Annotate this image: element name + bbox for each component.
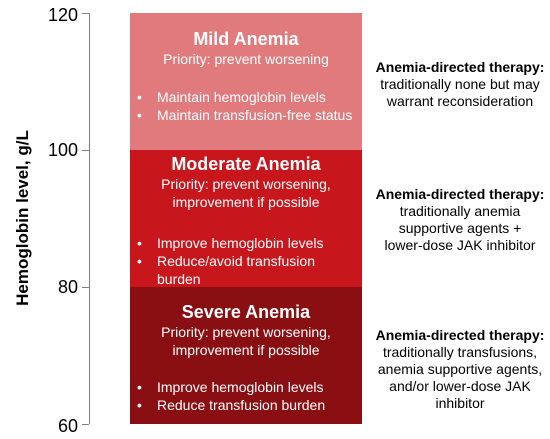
bullet-list: Improve hemoglobin levels Reduce/avoid t… [130, 234, 362, 288]
bullet-item: Maintain transfusion-free status [130, 106, 362, 124]
band-severe-anemia: Severe Anemia Priority: prevent worsenin… [130, 287, 362, 424]
y-axis-line [89, 13, 90, 424]
band-title: Severe Anemia [181, 302, 311, 322]
band-priority: Priority: prevent worsening, improvement… [161, 176, 331, 210]
tick-mark-60 [82, 424, 89, 425]
bullet-item: Maintain hemoglobin levels [130, 88, 362, 106]
tick-label-120: 120 [47, 5, 78, 25]
therapy-title: Anemia-directed therapy: [375, 327, 545, 343]
band-priority: Priority: prevent worsening [163, 51, 329, 67]
bullet-item: Improve hemoglobin levels [130, 234, 362, 252]
therapy-note-severe: Anemia-directed therapy: traditionally t… [370, 327, 550, 412]
tick-label-60: 60 [57, 416, 78, 436]
therapy-body: traditionally none but may warrant recon… [380, 76, 540, 109]
tick-mark-100 [82, 150, 89, 151]
bullet-list: Improve hemoglobin levels Reduce transfu… [130, 378, 362, 414]
therapy-note-mild: Anemia-directed therapy: traditionally n… [370, 59, 550, 110]
tick-mark-120 [82, 13, 89, 14]
band-moderate-anemia: Moderate Anemia Priority: prevent worsen… [130, 150, 362, 287]
band-title: Mild Anemia [193, 29, 299, 49]
bullet-list: Maintain hemoglobin levels Maintain tran… [130, 88, 362, 124]
therapy-body: traditionally transfusions, anemia suppo… [377, 344, 543, 411]
tick-mark-80 [82, 287, 89, 288]
therapy-title: Anemia-directed therapy: [375, 186, 545, 202]
therapy-body: traditionally anemia supportive agents +… [384, 203, 536, 253]
therapy-note-moderate: Anemia-directed therapy: traditionally a… [370, 186, 550, 254]
bullet-item: Improve hemoglobin levels [130, 378, 362, 396]
tick-label-100: 100 [47, 140, 78, 160]
band-mild-anemia: Mild Anemia Priority: prevent worsening … [130, 13, 362, 150]
therapy-title: Anemia-directed therapy: [375, 59, 545, 75]
tick-label-80: 80 [57, 277, 78, 297]
band-priority: Priority: prevent worsening, improvement… [161, 324, 331, 358]
band-title: Moderate Anemia [171, 154, 321, 174]
bullet-item: Reduce/avoid transfusion burden [130, 252, 362, 288]
bullet-item: Reduce transfusion burden [130, 396, 362, 414]
